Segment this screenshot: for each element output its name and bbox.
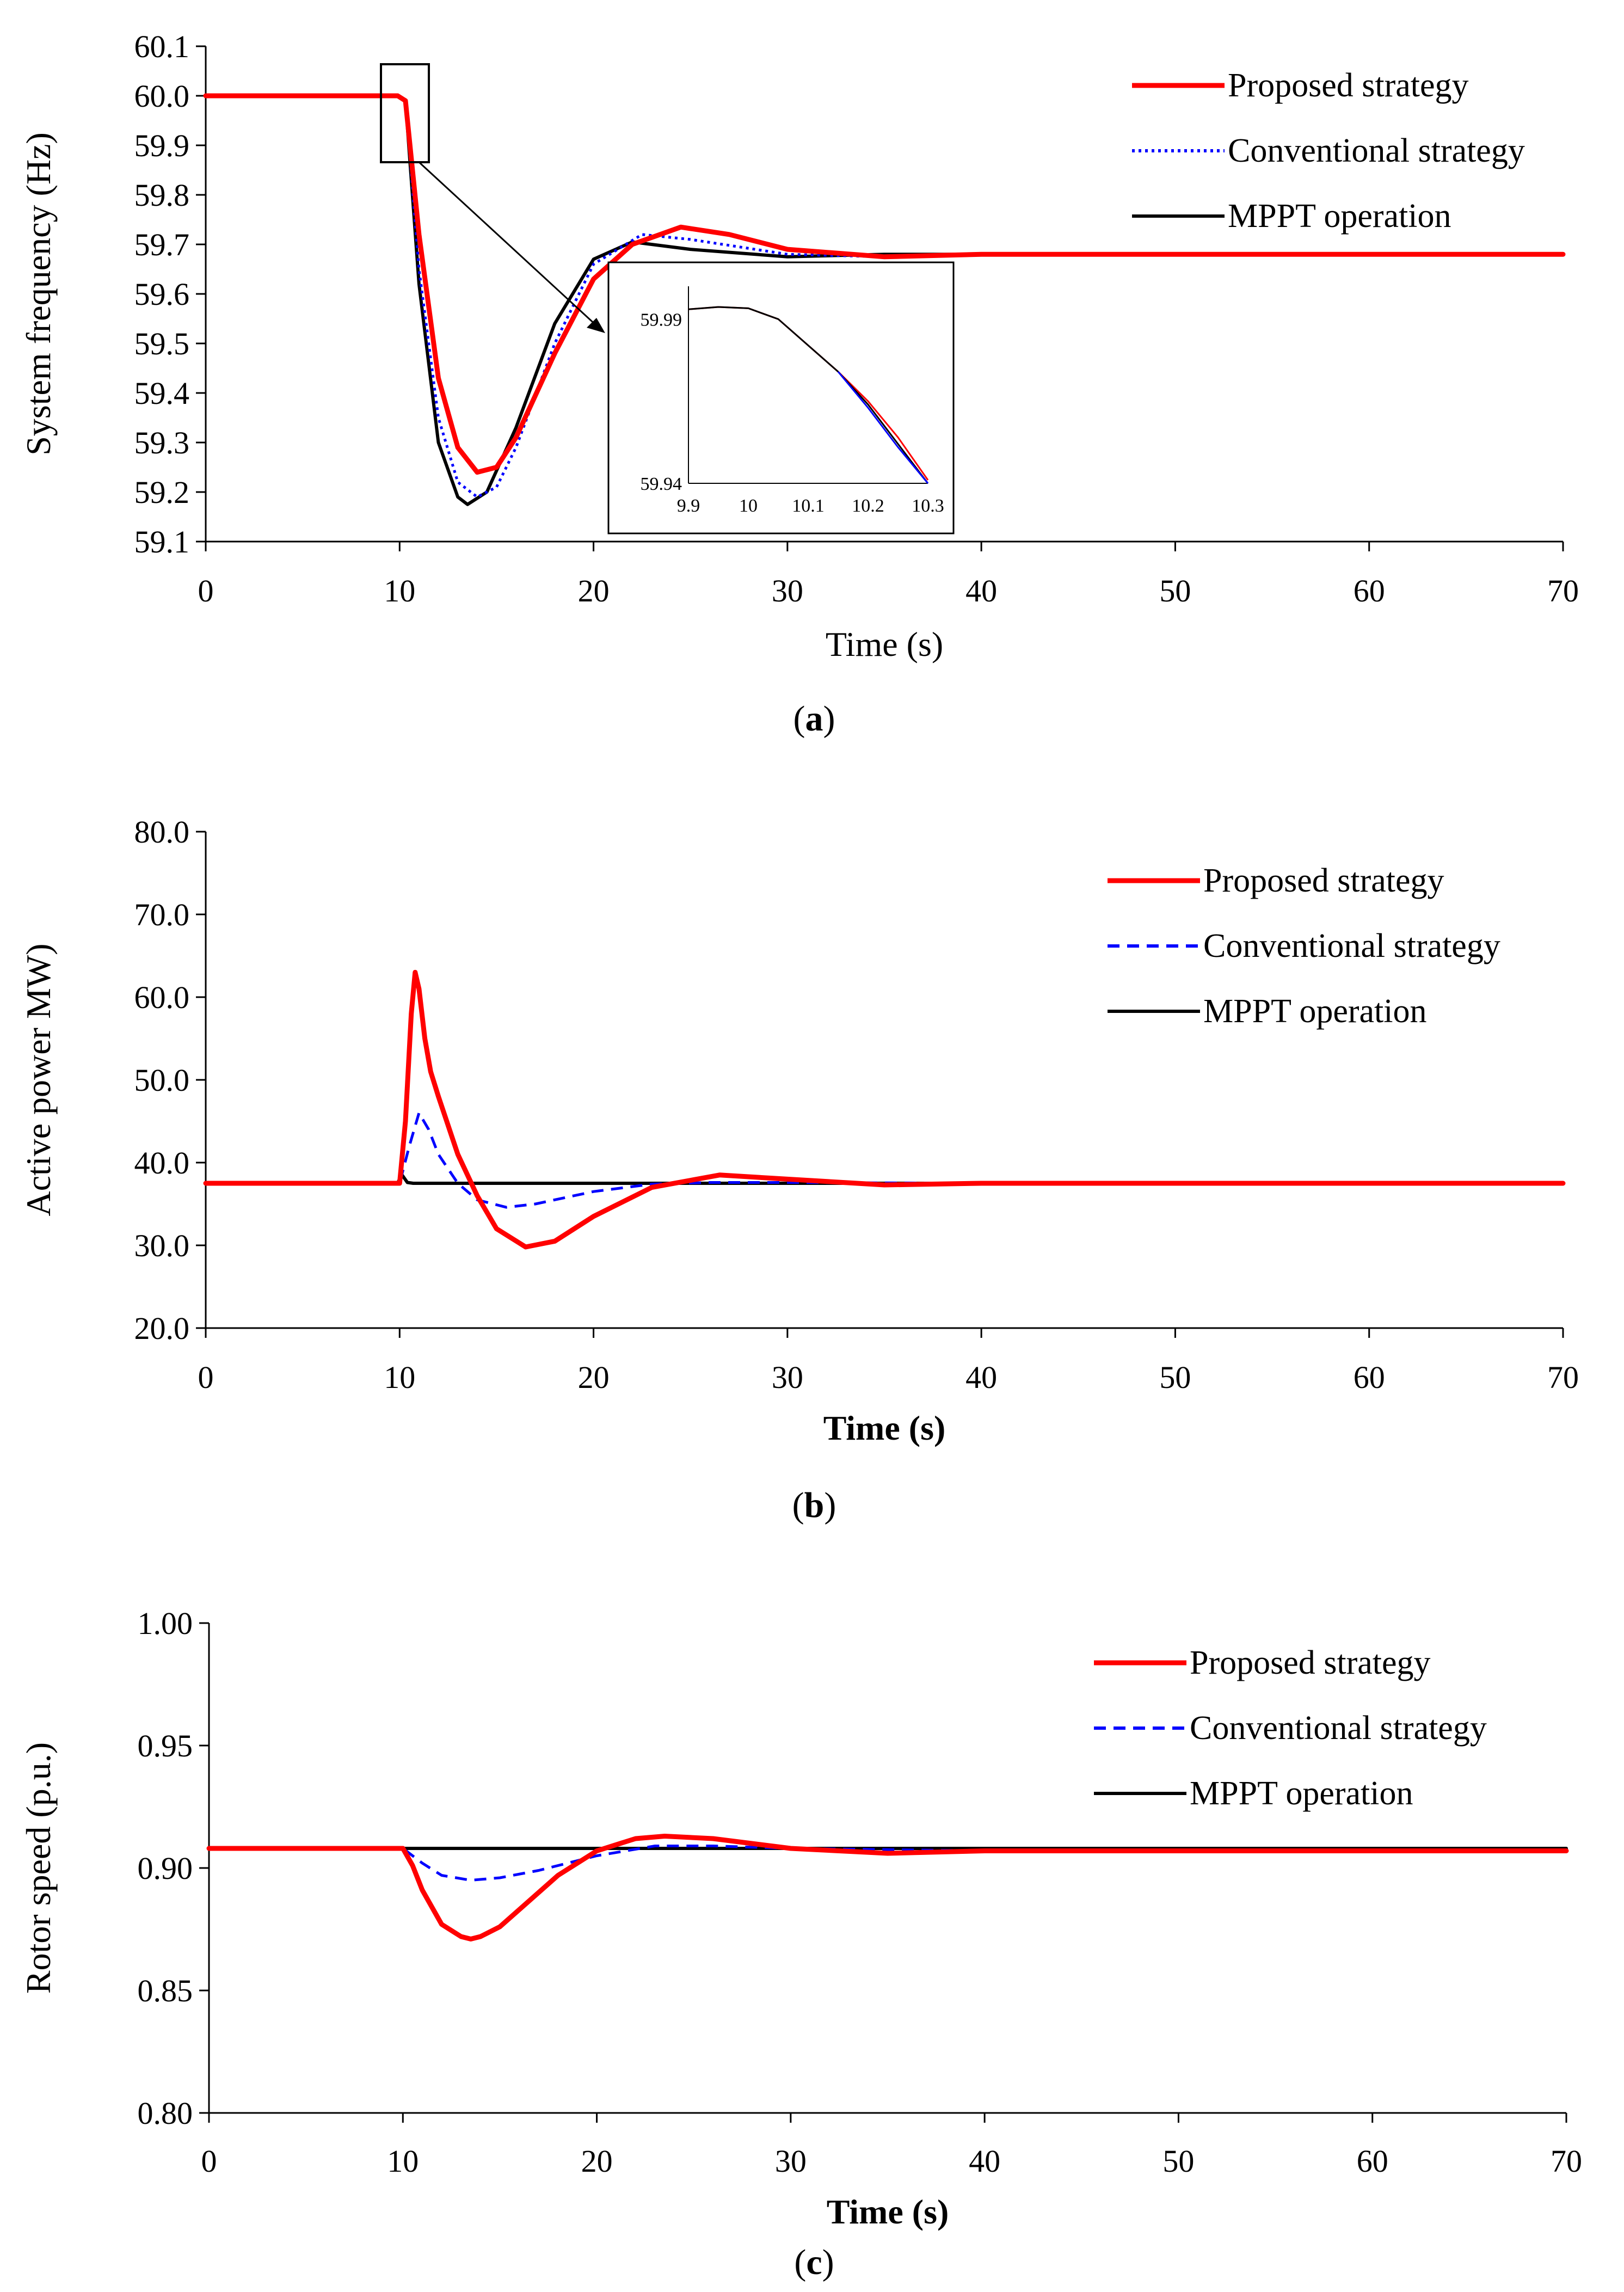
y-tick-label: 80.0 xyxy=(134,814,190,850)
y-tick-label: 50.0 xyxy=(134,1062,190,1098)
y-tick-label: 59.8 xyxy=(134,177,190,213)
inset-y-tick-label: 59.99 xyxy=(641,310,682,330)
series-line-conventional-strategy xyxy=(206,1111,1563,1209)
y-tick-label: 30.0 xyxy=(134,1228,190,1263)
panel-letter: a xyxy=(805,699,823,739)
y-tick-label: 59.3 xyxy=(134,425,190,460)
inset-x-tick-label: 10.2 xyxy=(852,496,884,516)
inset-y-tick-label: 59.94 xyxy=(641,474,682,494)
chart-panel-b: 20.0 30.0 40.0 50.0 60.0 70.0 80.0 0 10 20 30 40 50 6… xyxy=(19,814,1579,1525)
y-tick-label: 0.90 xyxy=(138,1851,193,1886)
zoom-arrow xyxy=(418,161,599,328)
inset-x-tick-label: 9.9 xyxy=(677,496,700,516)
zoom-box xyxy=(380,63,430,163)
y-tick-label: 60.0 xyxy=(134,78,190,114)
y-axis-label: Active power MW) xyxy=(19,943,58,1216)
x-tick-label: 10 xyxy=(384,1360,415,1395)
x-tick-label: 60 xyxy=(1354,1360,1385,1395)
legend-entry-label: Proposed strategy xyxy=(1203,862,1444,899)
x-tick-label: 40 xyxy=(969,2143,1000,2179)
inset-x-tick-label: 10.1 xyxy=(792,496,825,516)
inset-x-tick-label: 10 xyxy=(739,496,758,516)
x-tick-label: 40 xyxy=(965,1360,997,1395)
inset-series-line-conventional-strategy xyxy=(837,371,929,484)
x-tick-label: 50 xyxy=(1162,2143,1194,2179)
x-tick-label: 10 xyxy=(384,573,415,609)
y-tick-label: 60.0 xyxy=(134,980,190,1015)
y-tick-label: 60.1 xyxy=(134,29,190,64)
x-tick-label: 70 xyxy=(1547,573,1579,609)
x-axis-label: Time (s) xyxy=(826,625,943,663)
x-tick-label: 70 xyxy=(1551,2143,1582,2179)
x-tick-label: 20 xyxy=(581,2143,613,2179)
y-tick-label: 59.1 xyxy=(134,524,190,560)
inset-series-line-mppt-operation xyxy=(688,306,929,484)
y-tick-label: 59.5 xyxy=(134,326,190,361)
y-tick-label: 59.7 xyxy=(134,227,190,262)
inset-frame xyxy=(607,261,955,534)
y-tick-label: 40.0 xyxy=(134,1145,190,1181)
legend-entry-label: Proposed strategy xyxy=(1190,1644,1431,1681)
x-axis-label: Time (s) xyxy=(827,2192,949,2231)
y-tick-label: 59.9 xyxy=(134,128,190,163)
x-tick-label: 30 xyxy=(772,573,803,609)
y-axis-label: System frequency (Hz) xyxy=(19,132,58,456)
panel-letter: b xyxy=(804,1485,825,1525)
x-tick-label: 20 xyxy=(578,1360,610,1395)
series-line-proposed-strategy xyxy=(206,1834,1569,1941)
panel-letter: c xyxy=(806,2242,822,2282)
x-tick-label: 60 xyxy=(1354,573,1385,609)
zoom-arrow-head xyxy=(587,318,605,333)
x-tick-label: 40 xyxy=(965,573,997,609)
legend-entry-label: MPPT operation xyxy=(1228,198,1451,235)
y-tick-label: 59.6 xyxy=(134,276,190,312)
x-tick-label: 0 xyxy=(198,1360,214,1395)
panel-label: (c) xyxy=(794,2242,834,2282)
y-tick-label: 0.85 xyxy=(138,1973,193,2008)
legend-entry-label: Proposed strategy xyxy=(1228,67,1469,104)
x-tick-label: 60 xyxy=(1357,2143,1388,2179)
legend-entry-label: MPPT operation xyxy=(1203,993,1426,1030)
y-tick-label: 20.0 xyxy=(134,1311,190,1346)
series-line-proposed-strategy xyxy=(203,93,1566,475)
x-tick-label: 70 xyxy=(1547,1360,1579,1395)
y-tick-label: 70.0 xyxy=(134,897,190,932)
zoom-inset: 9.9 10 10.1 10.2 10.3 59.94 59.99 xyxy=(380,63,955,534)
chart-panel-c: 0.80 0.85 0.90 0.95 1.00 0 10 20 30 40 50 60 70 Time … xyxy=(19,1606,1582,2282)
chart-panel-a: 59.1 59.2 59.3 59.4 59.5 59.6 59.7 59.8 59.9 60.0… xyxy=(19,29,1579,739)
panel-label: (b) xyxy=(792,1485,836,1525)
series-line-proposed-strategy xyxy=(203,969,1566,1250)
y-tick-label: 1.00 xyxy=(138,1606,193,1641)
legend-entry-label: Conventional strategy xyxy=(1190,1710,1487,1747)
y-tick-label: 0.95 xyxy=(138,1728,193,1763)
x-tick-label: 50 xyxy=(1159,1360,1191,1395)
legend-entry-label: Conventional strategy xyxy=(1228,132,1525,169)
panel-label: (a) xyxy=(793,699,835,739)
x-tick-label: 50 xyxy=(1159,573,1191,609)
x-axis-label: Time (s) xyxy=(823,1409,946,1447)
x-tick-label: 10 xyxy=(387,2143,419,2179)
y-tick-label: 59.4 xyxy=(134,376,190,411)
x-tick-label: 30 xyxy=(775,2143,807,2179)
inset-x-tick-label: 10.3 xyxy=(912,496,944,516)
x-tick-label: 30 xyxy=(772,1360,803,1395)
x-tick-label: 0 xyxy=(201,2143,217,2179)
x-tick-label: 0 xyxy=(198,573,214,609)
y-tick-label: 0.80 xyxy=(138,2096,193,2131)
y-axis-label: Rotor speed (p.u.) xyxy=(19,1742,58,1994)
y-tick-label: 59.2 xyxy=(134,475,190,510)
legend-entry-label: Conventional strategy xyxy=(1203,927,1500,964)
legend-entry-label: MPPT operation xyxy=(1190,1775,1413,1812)
x-tick-label: 20 xyxy=(578,573,610,609)
